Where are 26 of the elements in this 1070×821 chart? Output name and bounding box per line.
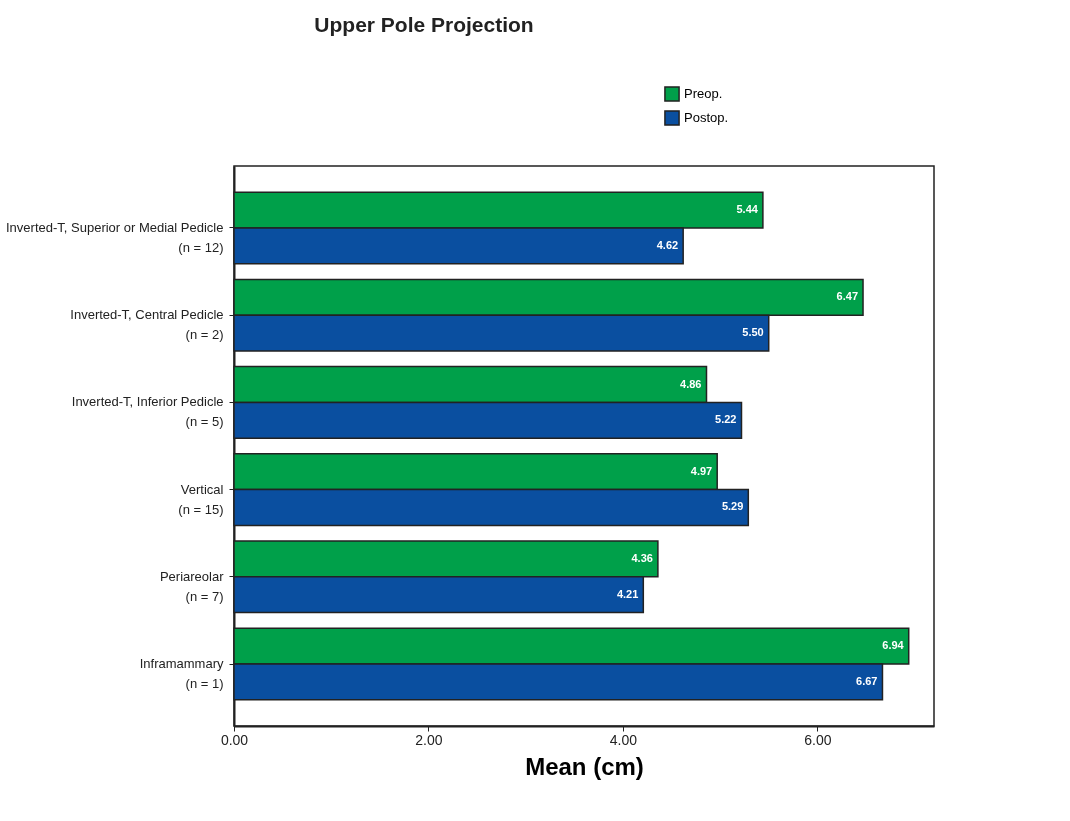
text: 5.22 (715, 413, 737, 426)
text: 6.47 (836, 290, 859, 303)
chart-title: Upper Pole Projection (314, 13, 534, 36)
legend-label: Preop. (684, 86, 723, 101)
x-tick-label: 6.00 (804, 731, 832, 748)
y-tick-label: Inverted-T, Inferior Pedicle (n = 5) (71, 394, 224, 430)
text: 4.21 (616, 587, 639, 600)
legend-label: Postop. (684, 110, 729, 125)
text: 5.44 (736, 203, 758, 216)
x-tick-label: 0.00 (220, 731, 249, 748)
text: 4.62 (656, 238, 679, 251)
text: 6.67 (856, 674, 878, 687)
text: 4.86 (680, 377, 702, 390)
y-tick-label: Inverted-T, Central Pedicle (n = 2) (70, 307, 224, 343)
text: 5.50 (742, 326, 764, 339)
text: 5.29 (721, 500, 744, 513)
y-tick-label: Vertical (n = 15) (178, 481, 224, 517)
text: 6.94 (882, 639, 904, 652)
text: 4.36 (631, 551, 653, 564)
y-tick-label: Periareolar (n = 7) (159, 568, 225, 604)
text: 4.97 (690, 464, 713, 477)
x-tick-label: 4.00 (609, 731, 638, 748)
x-axis-title: Mean (cm) (525, 752, 644, 780)
y-tick-label: Inframammary (n = 1) (139, 656, 224, 692)
x-tick-label: 2.00 (415, 731, 443, 748)
y-tick-label: Inverted-T, Superior or Medial Pedicle (n = 12) (6, 219, 224, 255)
